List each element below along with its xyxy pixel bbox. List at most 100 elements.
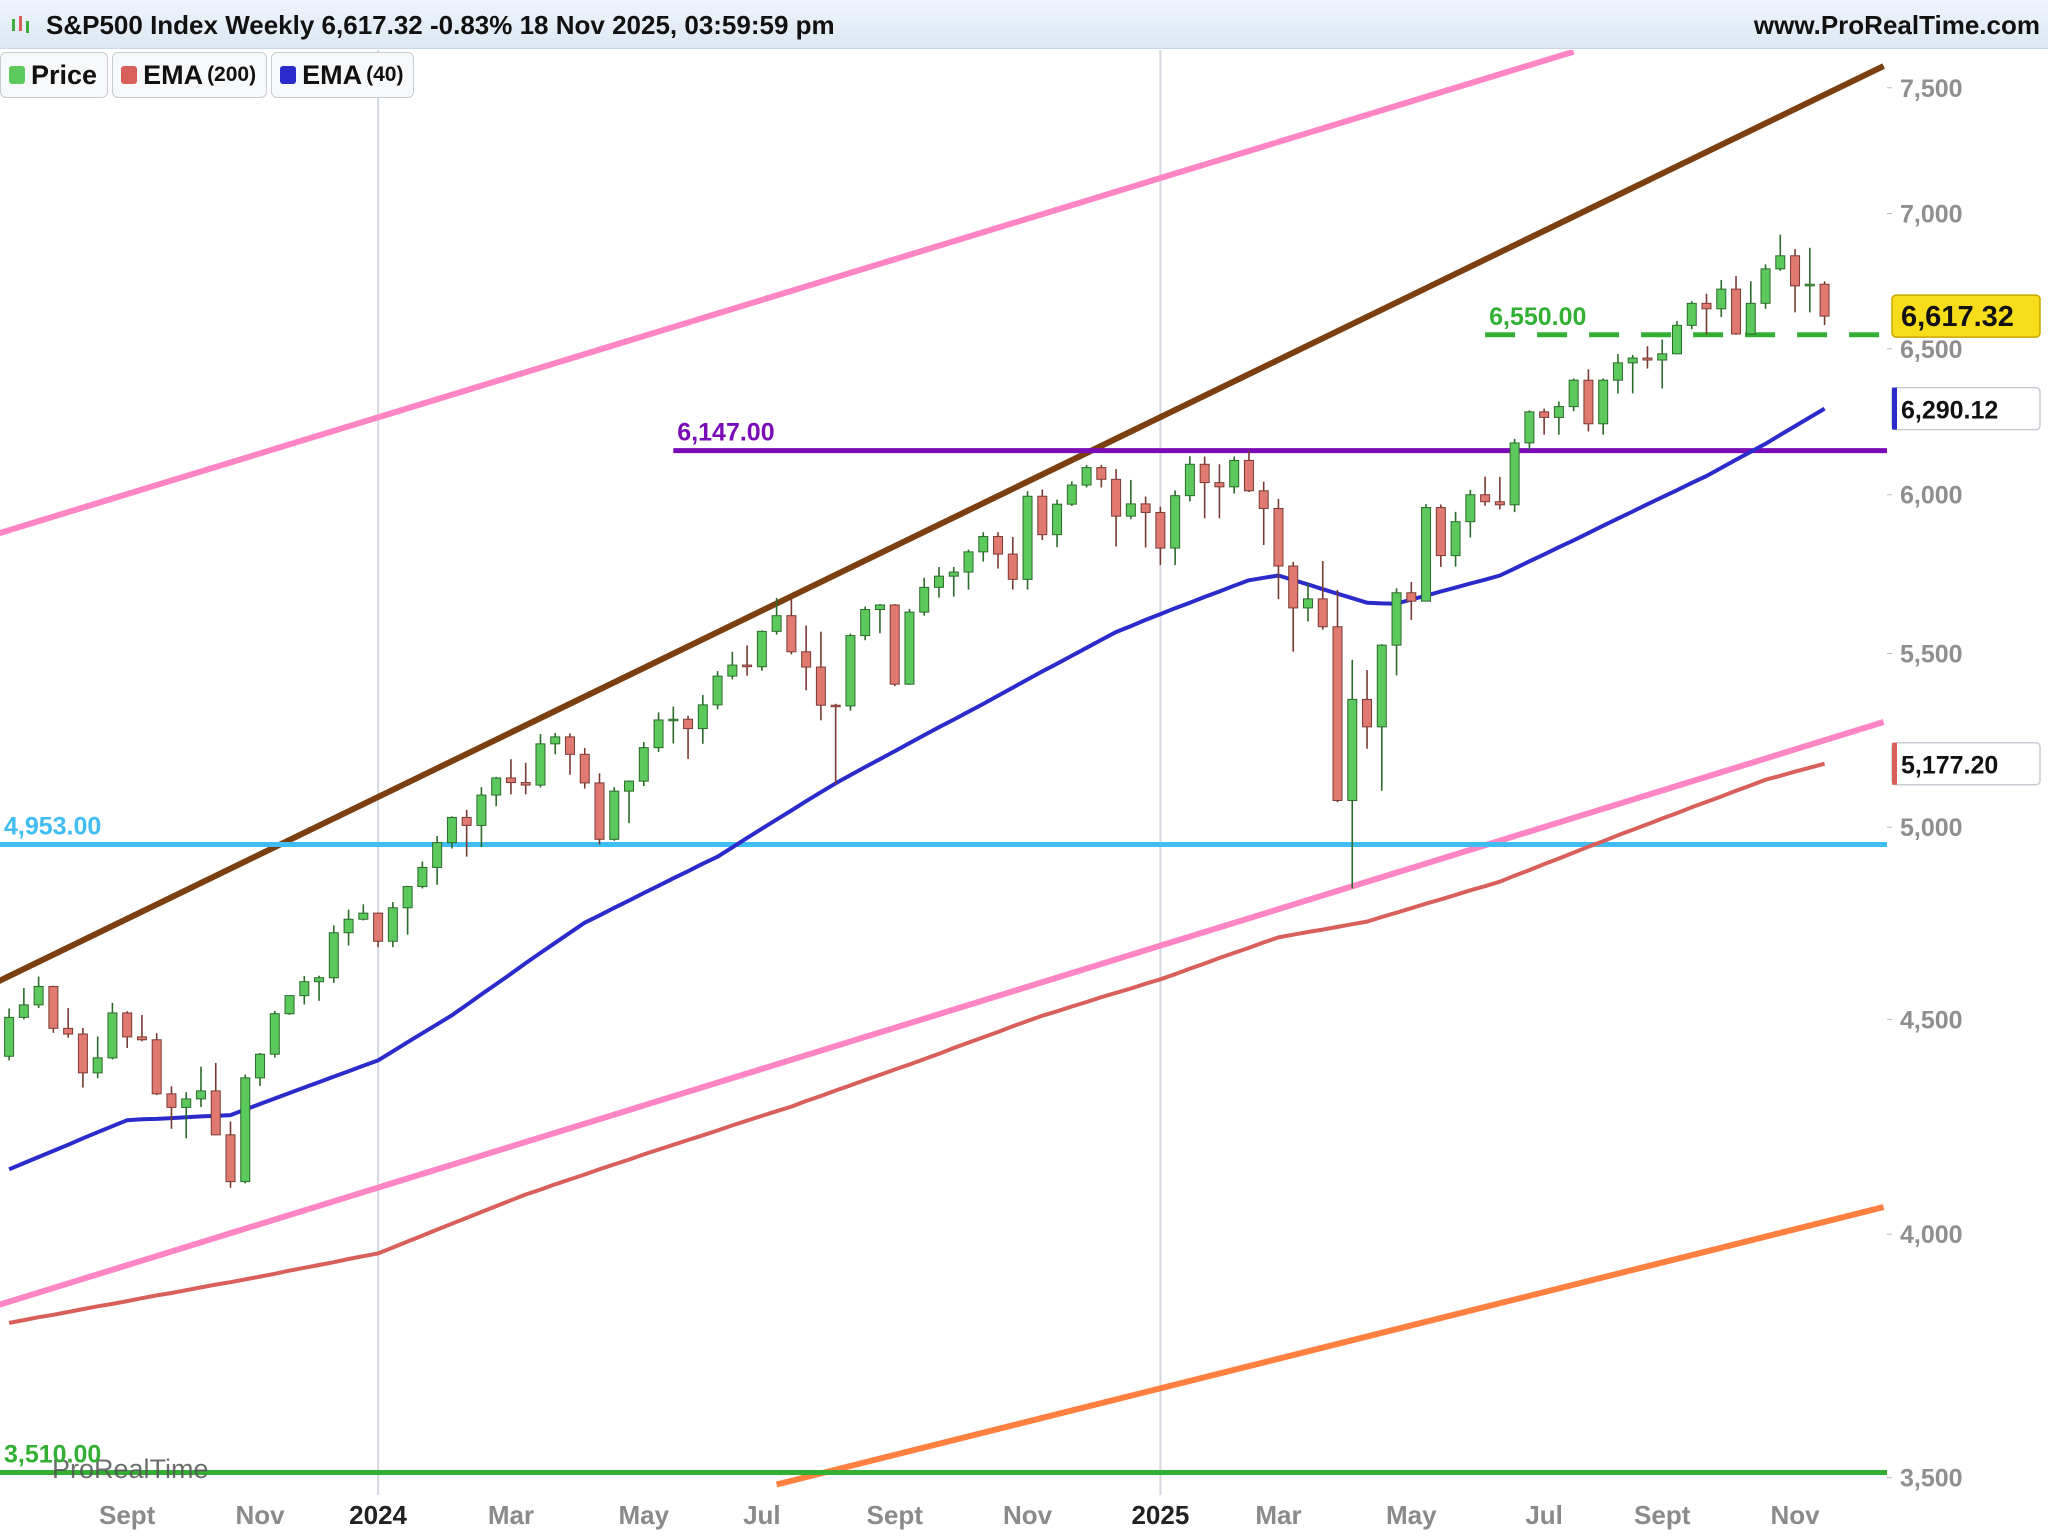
candle-body [1642,357,1653,361]
candle-body [1598,379,1609,425]
candle-body [195,1090,206,1100]
level-label: 6,550.00 [1489,303,1586,331]
plot-area [0,50,1887,1495]
candle-body [1347,698,1358,801]
legend-ema[interactable]: EMA (40) [271,52,415,98]
trend-line [0,63,1885,984]
candle-body [1760,268,1771,304]
candle-body [1406,592,1417,602]
candle-body [1199,463,1210,484]
candle-body [1052,503,1063,536]
candle-body [638,747,649,782]
candle-body [1184,463,1195,497]
candle-body [697,704,708,730]
candle-body [4,1016,15,1057]
candle-body [564,736,575,755]
candle-body [845,635,856,707]
candle-body [1421,507,1432,602]
candle-body [402,886,413,909]
candle-body [136,1036,147,1041]
candle-body [107,1012,118,1059]
x-tick-label: Nov [235,1500,285,1530]
candle-body [1509,442,1520,506]
candle-body [417,866,428,888]
candle-body [314,977,325,983]
legend-period: (40) [366,63,404,86]
candle-body [1288,565,1299,609]
x-tick-label: Sept [1634,1500,1691,1530]
axis-area [1887,48,2048,1536]
candle-body [1391,592,1402,646]
candle-body [1524,411,1535,444]
level-label: 3,510.00 [4,1441,101,1469]
candle-body [624,780,635,792]
candle-body [1657,353,1668,361]
candle-body [1302,598,1313,609]
candle-body [520,782,531,786]
candle-body [550,736,561,745]
candle-body [1671,324,1682,355]
candle-body [1804,283,1815,287]
candle-body [269,1013,280,1055]
price-badge [1891,294,2041,338]
candle-body [1332,626,1343,801]
candle-body [1775,255,1786,270]
candle-body [240,1077,251,1183]
candle-body [742,664,753,668]
candle-body [476,794,487,826]
legend-ema[interactable]: EMA (200) [112,52,268,98]
candle-body [1553,406,1564,418]
x-tick-label: Jul [1525,1500,1563,1530]
candle-body [933,575,944,588]
x-tick-label: Mar [488,1500,534,1530]
candle-body [727,664,738,677]
site-name: www.ProRealTime.com [1753,10,2040,40]
candle-body [1494,501,1505,506]
candle-body [948,571,959,577]
candle-body [225,1134,236,1183]
candle-body [166,1093,177,1108]
candle-body [1258,490,1269,509]
candle-body [860,609,871,637]
candle-body [77,1033,88,1074]
candle-body [1612,362,1623,381]
candle-body [1701,302,1712,310]
candle-body [683,718,694,730]
candle-body [1450,521,1461,557]
candle-body [993,536,1004,555]
x-tick-label: Jul [743,1500,781,1530]
candle-body [1111,478,1122,517]
y-tick-label: 5,500 [1900,640,1963,668]
candle-body [1170,495,1181,549]
candle-body [63,1027,74,1035]
candle-body [1140,503,1151,513]
legend-price[interactable]: Price [0,52,109,98]
candle-body [18,1004,29,1018]
candle-body [1583,379,1594,425]
candle-body [1066,484,1077,505]
candle-body [1568,379,1579,408]
y-tick-label: 7,500 [1900,75,1963,103]
y-tick-label: 6,500 [1900,336,1963,364]
candle-body [668,718,679,722]
candle-body [461,816,472,826]
y-tick-label: 4,500 [1900,1006,1963,1034]
candle-body [1243,459,1254,492]
ema-line [8,761,1826,1325]
candle-body [255,1053,266,1079]
price-badge-label: 5,177.20 [1901,752,1998,780]
candle-body [1317,598,1328,628]
y-tick-label: 4,000 [1900,1221,1963,1249]
x-tick-label: Sept [99,1500,156,1530]
badge-edge [1892,387,1897,430]
candle-body [1376,644,1387,728]
candle-body [771,615,782,632]
legend-label: EMA [302,59,363,90]
candle-body [1819,283,1830,317]
candle-body [963,551,974,573]
header-bar: S&P500 Index Weekly 6,617.32 -0.83% 18 N… [0,0,2048,49]
candle-body [579,753,590,784]
trend-line [775,1204,1885,1488]
candle-body [786,615,797,653]
